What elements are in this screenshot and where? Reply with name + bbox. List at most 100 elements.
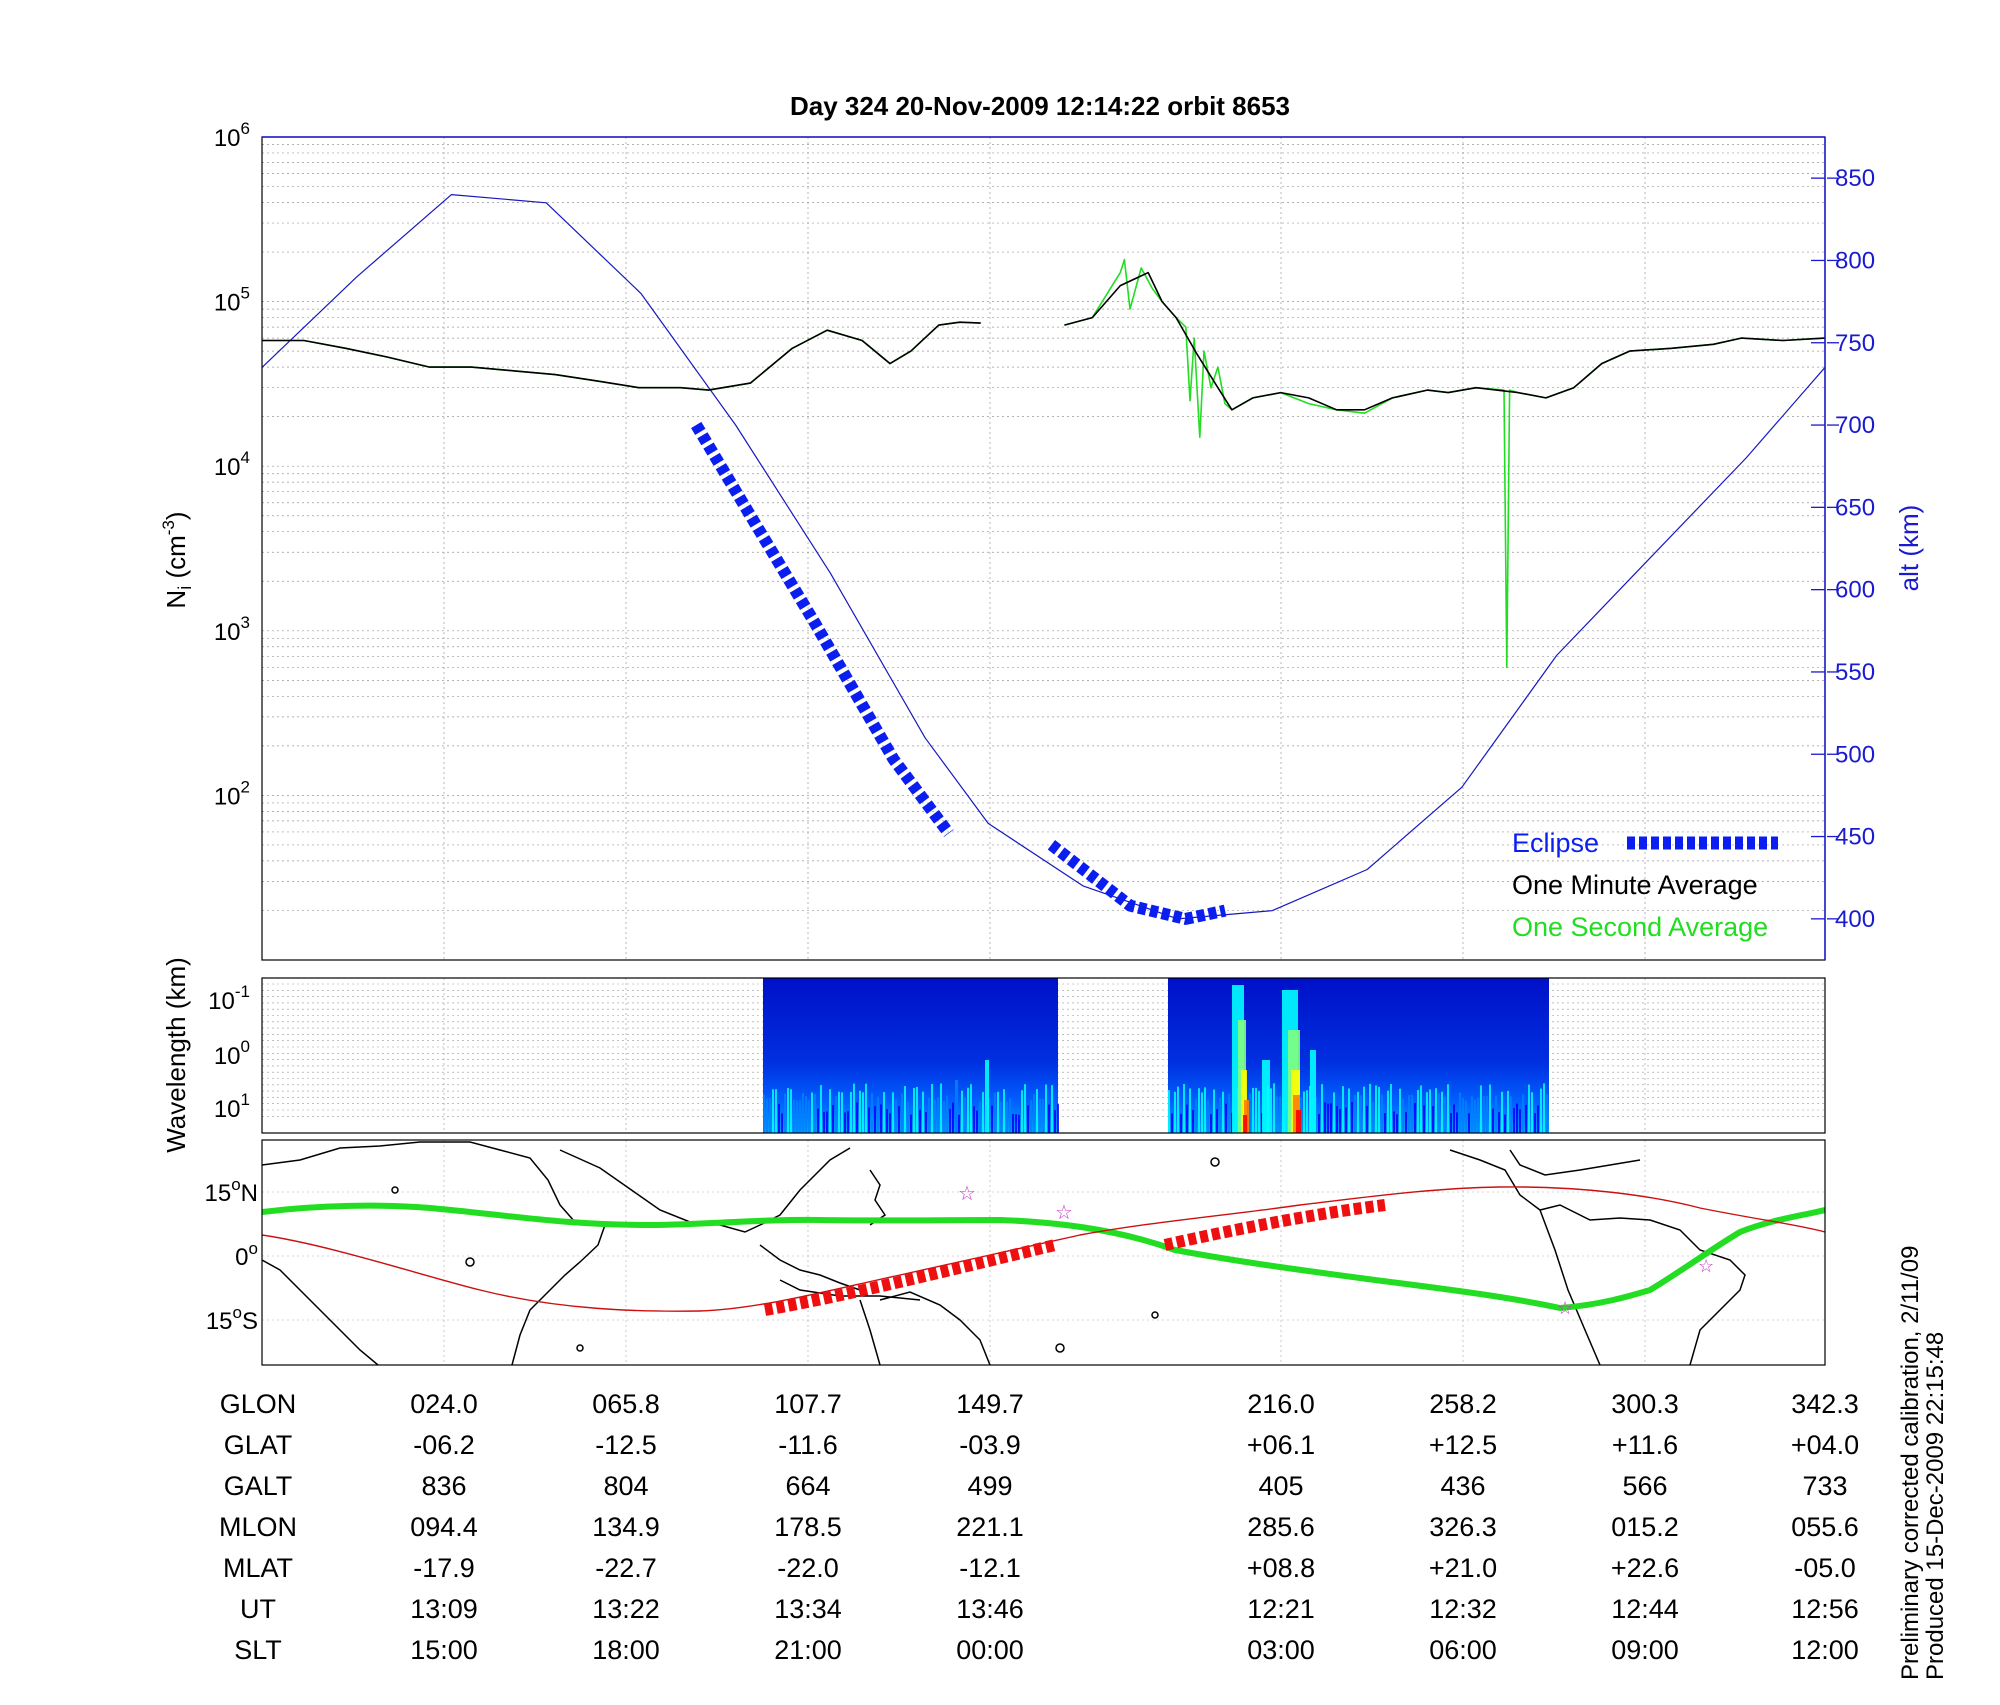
latitude-tick: 0o — [235, 1239, 258, 1271]
table-cell: 13:34 — [774, 1594, 842, 1624]
altitude-y-ticks: 400 450 500 550 600 650 700 750 800 850 — [1811, 165, 1875, 933]
density-y-tick: 103 — [214, 613, 250, 646]
legend-minute-label: One Minute Average — [1512, 870, 1758, 900]
table-cell: -22.0 — [777, 1553, 839, 1583]
map-frame — [261, 1139, 1826, 1366]
station-markers: ☆ ☆ ☆ ☆ — [958, 1183, 1714, 1318]
asia-coast — [559, 1147, 851, 1233]
table-cell: 13:46 — [956, 1594, 1024, 1624]
table-cell: 21:00 — [774, 1635, 842, 1665]
table-cell: 12:21 — [1247, 1594, 1315, 1624]
table-row-label: GALT — [224, 1471, 293, 1501]
altitude-series-0 — [262, 194, 1825, 920]
table-row-label: UT — [240, 1594, 276, 1624]
spectrogram-block-1 — [763, 978, 1059, 1133]
table-cell: +21.0 — [1429, 1553, 1497, 1583]
table-cell: 300.3 — [1611, 1389, 1679, 1419]
legend-eclipse-label: Eclipse — [1512, 828, 1599, 858]
table-cell: -11.6 — [778, 1430, 838, 1460]
latitude-tick: 15oN — [204, 1175, 258, 1207]
table-row-label: MLON — [219, 1512, 297, 1542]
table-row-label: SLT — [234, 1635, 282, 1665]
altitude-y-tick: 750 — [1835, 330, 1875, 357]
star-marker: ☆ — [1698, 1256, 1714, 1276]
table-cell: +06.1 — [1247, 1430, 1315, 1460]
spectrogram-frame — [261, 977, 1826, 1134]
table-cell: 065.8 — [592, 1389, 660, 1419]
table-cell: -12.5 — [595, 1430, 657, 1460]
table-cell: 405 — [1258, 1471, 1303, 1501]
table-cell: 326.3 — [1429, 1512, 1497, 1542]
one-minute-average-series-1 — [1064, 271, 1825, 411]
map-content: ☆ ☆ ☆ ☆ — [262, 1140, 1825, 1365]
density-grid — [262, 137, 1825, 961]
table-cell: -12.1 — [959, 1553, 1021, 1583]
table-cell: 221.1 — [956, 1512, 1024, 1542]
australia-coast — [879, 1291, 991, 1365]
table-row-label: GLON — [220, 1389, 297, 1419]
table-cell: 134.9 — [592, 1512, 660, 1542]
wavelength-spectrogram: 10-1 100 101 Wavelength (km) — [161, 957, 1826, 1153]
altitude-y-tick: 550 — [1835, 659, 1875, 686]
table-cell: +04.0 — [1791, 1430, 1859, 1460]
table-cell: 436 — [1440, 1471, 1485, 1501]
table-cell: 06:00 — [1429, 1635, 1497, 1665]
table-cell: 107.7 — [774, 1389, 842, 1419]
africa-coast — [262, 1141, 607, 1365]
table-cell: 09:00 — [1611, 1635, 1679, 1665]
density-y-tick: 105 — [214, 284, 250, 317]
altitude-axis-label: alt (km) — [1894, 505, 1924, 592]
density-y-ticks: 102 103 104 105 106 — [214, 119, 250, 810]
table-cell: 03:00 — [1247, 1635, 1315, 1665]
table-cell: -05.0 — [1794, 1553, 1856, 1583]
altitude-y-tick: 650 — [1835, 494, 1875, 521]
table-cell: 216.0 — [1247, 1389, 1315, 1419]
density-y-tick: 106 — [214, 119, 250, 152]
table-cell: -17.9 — [413, 1553, 475, 1583]
orbit-eclipse-segment-1 — [763, 1239, 1057, 1316]
star-marker: ☆ — [1557, 1298, 1573, 1318]
table-cell: 664 — [785, 1471, 830, 1501]
star-marker: ☆ — [1055, 1202, 1073, 1224]
table-cell: 285.6 — [1247, 1512, 1315, 1542]
orbit-track-line — [262, 1186, 1825, 1312]
table-cell: 13:09 — [410, 1594, 478, 1624]
table-row-label: GLAT — [224, 1430, 293, 1460]
footnote: Preliminary corrected calibration, 2/11/… — [1897, 1246, 1949, 1680]
wavelength-y-tick: 10-1 — [208, 982, 250, 1015]
density-y-tick: 102 — [214, 777, 250, 810]
table-cell: 733 — [1802, 1471, 1847, 1501]
one-minute-average-series-0 — [262, 321, 981, 391]
altitude-y-tick: 800 — [1835, 247, 1875, 274]
table-cell: 094.4 — [410, 1512, 478, 1542]
density-axis-label: Ni (cm-3) — [159, 511, 195, 608]
table-cell: 12:32 — [1429, 1594, 1497, 1624]
star-marker: ☆ — [958, 1183, 976, 1205]
eclipse-series-0 — [691, 421, 954, 837]
table-cell: -03.9 — [959, 1430, 1021, 1460]
table-cell: 15:00 — [410, 1635, 478, 1665]
density-y-tick: 104 — [214, 448, 250, 481]
density-series — [262, 194, 1825, 925]
orbit-eclipse-segment-2 — [1163, 1199, 1386, 1251]
table-cell: 258.2 — [1429, 1389, 1497, 1419]
orbit-track-map: ☆ ☆ ☆ ☆ 15oN 0o 15oS — [204, 1139, 1826, 1366]
table-cell: 566 — [1622, 1471, 1667, 1501]
latitude-ticks: 15oN 0o 15oS — [204, 1175, 258, 1335]
altitude-y-tick: 850 — [1835, 165, 1875, 192]
table-cell: 12:56 — [1791, 1594, 1859, 1624]
table-cell: 13:22 — [592, 1594, 660, 1624]
orbit-parameter-table: GLON 024.0 065.8 107.7 149.7 216.0 258.2 300.3 3… — [219, 1389, 1859, 1665]
table-cell: 149.7 — [956, 1389, 1024, 1419]
table-cell: 12:44 — [1611, 1594, 1679, 1624]
table-cell: +11.6 — [1612, 1430, 1678, 1460]
table-cell: 015.2 — [1611, 1512, 1679, 1542]
table-cell: 499 — [967, 1471, 1012, 1501]
table-cell: 055.6 — [1791, 1512, 1859, 1542]
table-cell: 18:00 — [592, 1635, 660, 1665]
table-cell: +08.8 — [1247, 1553, 1315, 1583]
table-cell: 024.0 — [410, 1389, 478, 1419]
eclipse-series-1 — [1047, 840, 1227, 925]
spectrogram-y-ticks: 10-1 100 101 — [208, 982, 250, 1123]
